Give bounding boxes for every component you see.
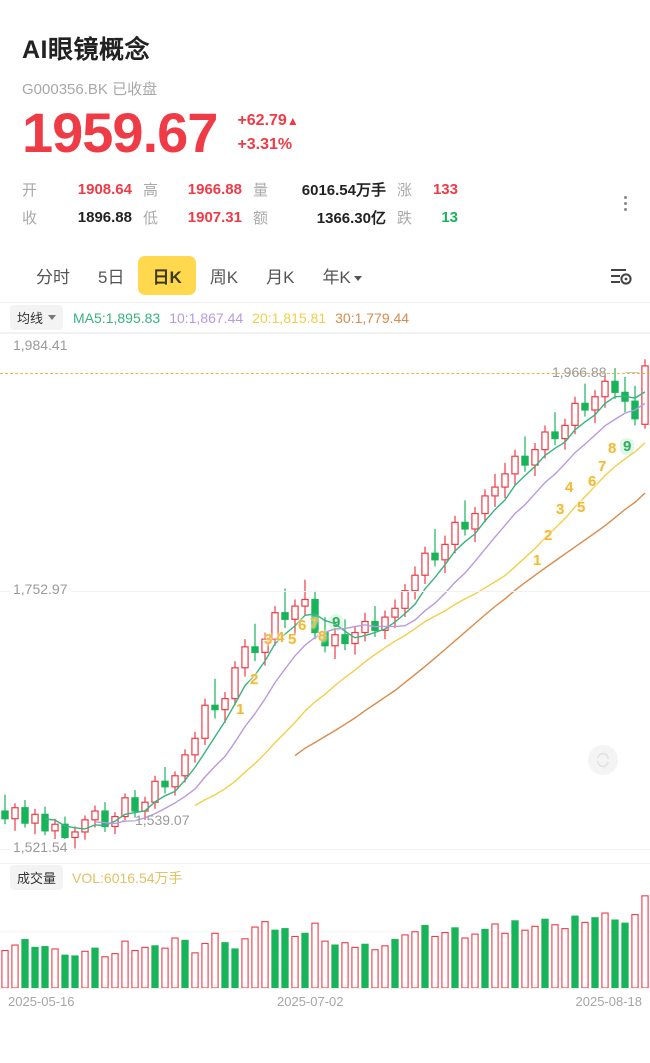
stat-value-high: 1966.88 [187, 180, 242, 198]
volume-value: VOL:6016.54万手 [72, 869, 183, 886]
stat-value-open: 1908.64 [77, 180, 132, 198]
volume-indicator-selector[interactable]: 成交量 [10, 865, 64, 890]
stats-grid: 开 1908.64 高 1966.88 量 6016.54万手 涨 133 收 … [22, 175, 612, 231]
page-title: AI眼镜概念 [22, 36, 151, 64]
stat-label-down: 跌 [396, 209, 412, 227]
up-triangle-icon: ▲ [286, 114, 299, 128]
stat-value-low: 1907.31 [187, 208, 242, 226]
marker-right-2: 2 [544, 527, 553, 544]
kebab-menu-icon[interactable] [612, 195, 634, 211]
date-axis: 2025-05-16 2025-07-02 2025-08-18 [0, 988, 650, 1016]
marker-right-1: 1 [533, 552, 542, 569]
tab-daily-k[interactable]: 日K [138, 256, 196, 295]
stat-label-low: 低 [142, 209, 158, 227]
ma-selector-label: 均线 [17, 311, 44, 326]
indicator-settings-icon[interactable] [606, 263, 636, 289]
marker-left-9: 9 [329, 614, 344, 631]
price-axis-top: 1,984.41 [10, 337, 71, 353]
date-label-start: 2025-05-16 [8, 994, 75, 1009]
gridline-bottom [0, 849, 650, 850]
stat-label-volume: 量 [252, 181, 268, 199]
ma20-value: 20:1,815.81 [252, 309, 327, 326]
high-annotation: 1,966.88 [552, 364, 607, 380]
stat-value-close: 1896.88 [77, 208, 132, 226]
change-absolute-value: +62.79 [237, 112, 287, 129]
low-annotation-leader [122, 820, 136, 821]
marker-right-7: 7 [598, 458, 607, 475]
change-absolute: +62.79▲ [237, 112, 298, 130]
ma30-value: 30:1,779.44 [335, 309, 410, 326]
change-group: +62.79▲ +3.31% [237, 105, 298, 154]
chevron-down-icon [353, 276, 362, 282]
ma-selector[interactable]: 均线 [10, 305, 64, 330]
stat-value-turnover: 1366.30亿 [316, 209, 386, 227]
marker-left-4: 4 [276, 629, 285, 646]
tab-minute[interactable]: 分时 [36, 268, 70, 287]
gridline-top [0, 333, 650, 334]
change-percent: +3.31% [237, 136, 293, 153]
date-label-end: 2025-08-18 [575, 994, 643, 1009]
marker-right-6: 6 [588, 473, 597, 490]
candlestick-canvas [1, 359, 649, 849]
stat-label-up: 涨 [396, 181, 412, 199]
date-label-mid: 2025-07-02 [277, 994, 344, 1009]
tab-yearly-k-label: 年K [322, 268, 351, 287]
period-tabs: 分时 5日 日K 周K 月K 年K [0, 249, 650, 303]
marker-left-1: 1 [236, 701, 245, 718]
market-status: 已收盘 [112, 81, 158, 98]
tab-yearly-k[interactable]: 年K [308, 256, 375, 295]
stat-value-down: 13 [441, 208, 458, 226]
high-dashed-level [0, 373, 650, 374]
marker-right-9: 9 [620, 438, 635, 455]
ma-legend-bar: 均线 MA5:1,895.83 10:1,867.44 20:1,815.81 … [0, 303, 650, 333]
tab-weekly-k[interactable]: 周K [209, 268, 239, 287]
price-chart[interactable]: 1,984.41 1,752.97 1,521.54 1,966.88 1,53… [0, 333, 650, 863]
marker-left-7: 7 [310, 615, 319, 632]
stat-label-open: 开 [22, 181, 38, 199]
volume-canvas [0, 895, 650, 988]
volume-legend-bar: 成交量 VOL:6016.54万手 [0, 863, 650, 891]
stock-code: G000356.BK [22, 81, 108, 98]
last-price: 1959.67 [22, 101, 218, 164]
stock-code-status: G000356.BK 已收盘 [22, 78, 628, 99]
stat-value-volume: 6016.54万手 [301, 181, 386, 199]
stat-value-up: 133 [432, 180, 458, 198]
marker-left-6: 6 [298, 617, 307, 634]
tab-5day[interactable]: 5日 [98, 268, 125, 287]
ma-values: MA5:1,895.83 10:1,867.44 20:1,815.81 30:… [73, 310, 409, 326]
rotate-expand-icon[interactable] [588, 745, 618, 775]
high-annotation-leader [625, 372, 639, 373]
price-axis-bottom: 1,521.54 [10, 839, 71, 855]
stats-section: 开 1908.64 高 1966.88 量 6016.54万手 涨 133 收 … [0, 175, 650, 231]
price-axis-mid: 1,752.97 [10, 581, 71, 597]
gridline-mid [0, 591, 650, 592]
stat-label-turnover: 额 [252, 209, 268, 227]
marker-left-5: 5 [288, 631, 297, 648]
low-annotation: 1,539.07 [135, 812, 190, 828]
stat-label-high: 高 [142, 181, 158, 199]
marker-left-2: 2 [250, 671, 259, 688]
marker-left-3: 3 [264, 631, 273, 648]
tab-monthly-k[interactable]: 月K [266, 268, 295, 287]
marker-right-3: 3 [556, 501, 565, 518]
stat-label-close: 收 [22, 209, 38, 227]
ma10-value: 10:1,867.44 [169, 309, 244, 326]
price-row: 1959.67 +62.79▲ +3.31% [22, 105, 628, 161]
marker-right-4: 4 [565, 479, 574, 496]
ma5-value: MA5:1,895.83 [73, 309, 161, 326]
header: AI眼镜概念 G000356.BK 已收盘 1959.67 +62.79▲ +3… [0, 0, 650, 161]
marker-left-8: 8 [318, 628, 327, 645]
marker-right-5: 5 [577, 499, 586, 516]
volume-chart[interactable] [0, 891, 650, 988]
marker-right-8: 8 [608, 440, 617, 457]
chevron-down-icon [48, 315, 57, 320]
